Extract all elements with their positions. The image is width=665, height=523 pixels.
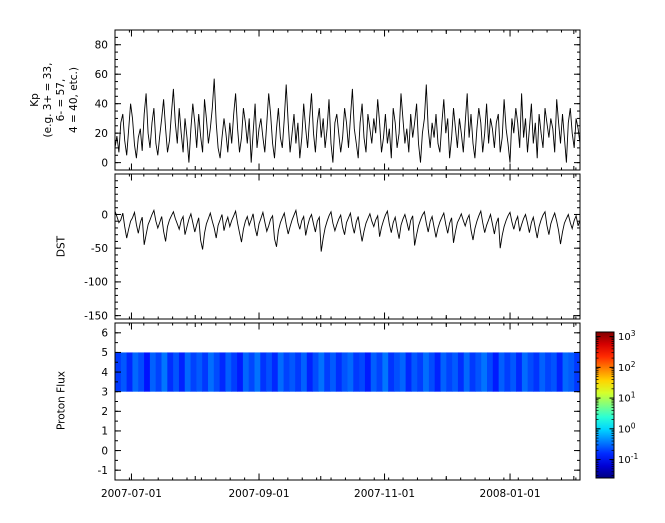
colorbar-tick-label: 102 [618, 360, 636, 374]
proton-flux-panel: 6 5 4 3 2 1 0 -1 [98, 322, 581, 481]
colorbar-tick-label: 101 [618, 391, 636, 405]
colorbar-gradient [595, 331, 615, 479]
y-tick-label: -100 [84, 277, 108, 289]
proton-flux-x-ticks [114, 323, 577, 480]
kp-axis-label-line4: 4 = 40, etc.) [68, 67, 80, 133]
dst-y-minor-ticks [115, 180, 580, 317]
kp-x-ticks [114, 30, 577, 170]
colorbar-tick-label: 100 [618, 421, 636, 435]
colorbar: 103 102 101 100 10-1 [595, 329, 638, 479]
proton-flux-heatmap [115, 352, 581, 392]
proton-flux-axis-label: Proton Flux [55, 370, 68, 431]
x-tick-label: 2007-09-01 [229, 488, 290, 500]
y-tick-label: 20 [95, 128, 108, 140]
kp-axis-label-line1: Kp [29, 93, 41, 107]
y-tick-label: 6 [101, 328, 108, 340]
kp-series-line [114, 78, 581, 163]
y-tick-label: 0 [101, 157, 108, 169]
dst-border [114, 173, 581, 320]
kp-y-ticks: 0 20 40 60 80 [95, 40, 580, 169]
kp-border [114, 29, 581, 171]
kp-y-minor-ticks [115, 36, 580, 164]
x-tick-label: 2007-11-01 [354, 488, 415, 500]
kp-axis-label: Kp (e.g. 3+ = 33, 6- = 57, 4 = 40, etc.) [29, 20, 81, 180]
x-tick-labels: 2007-07-01 2007-09-01 2007-11-01 2008-01-01 [101, 488, 541, 500]
y-tick-label: -150 [84, 310, 108, 322]
x-tick-label: 2008-01-01 [480, 488, 541, 500]
proton-flux-y-ticks: 6 5 4 3 2 1 0 -1 [98, 328, 580, 477]
kp-axis-label-line2: (e.g. 3+ = 33, [42, 62, 54, 138]
y-tick-label: 2 [101, 406, 108, 418]
dst-y-ticks: 0 -50 -100 -150 [84, 209, 580, 322]
y-tick-label: 80 [95, 40, 108, 52]
dst-panel: 0 -50 -100 -150 [84, 173, 581, 322]
dst-x-ticks [114, 174, 577, 319]
y-tick-label: 5 [101, 347, 108, 359]
y-tick-label: 1 [101, 426, 108, 438]
y-tick-label: 0 [101, 209, 108, 221]
dst-series-line [114, 208, 581, 252]
kp-panel: 0 20 40 60 80 [95, 29, 581, 171]
y-tick-label: 3 [101, 386, 108, 398]
x-tick-label: 2007-07-01 [101, 488, 162, 500]
y-tick-label: -1 [98, 465, 108, 477]
y-tick-label: 40 [95, 98, 108, 110]
colorbar-tick-label: 10-1 [618, 452, 638, 466]
dst-axis-label: DST [55, 235, 68, 258]
y-tick-label: 4 [101, 367, 108, 379]
y-tick-label: 0 [101, 445, 108, 457]
kp-axis-label-line3: 6- = 57, [55, 78, 67, 122]
y-tick-label: 60 [95, 69, 108, 81]
proton-flux-border [114, 322, 581, 481]
y-tick-label: -50 [91, 243, 108, 255]
colorbar-tick-label: 103 [618, 329, 636, 343]
